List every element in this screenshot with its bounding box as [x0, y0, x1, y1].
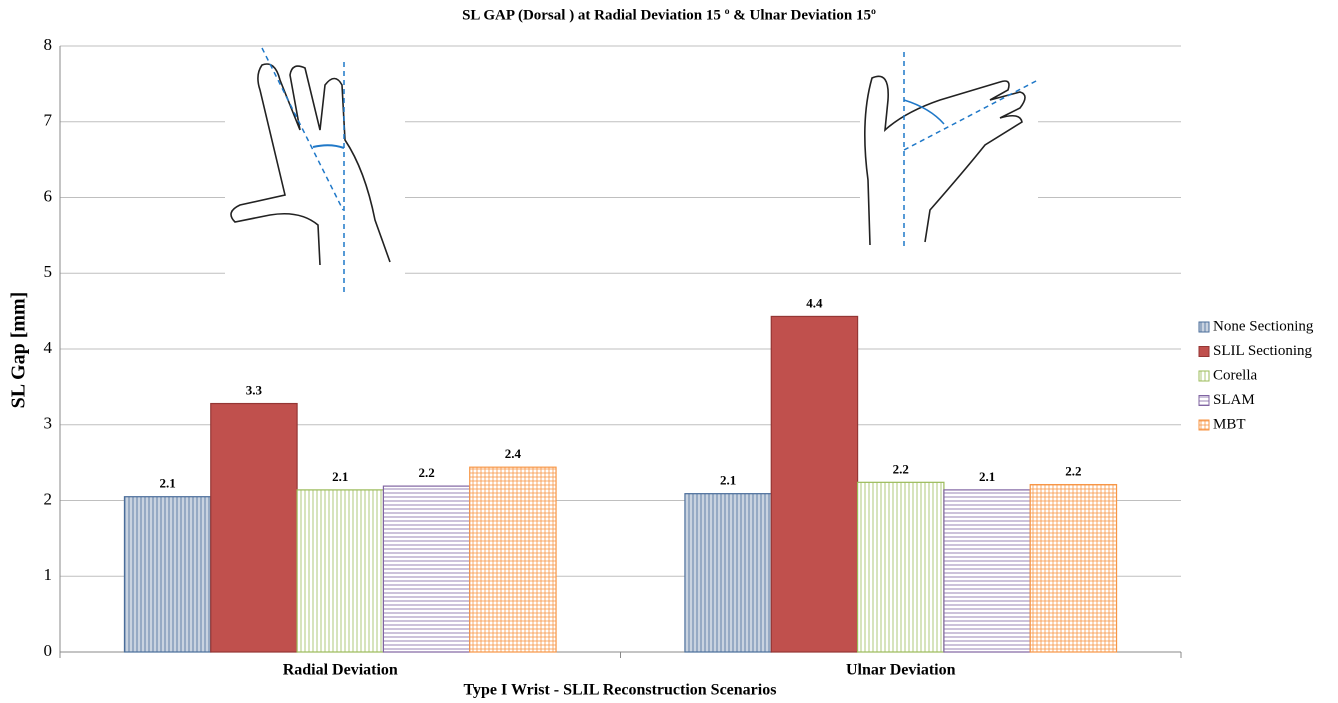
y-axis-label: SL Gap [mm]: [8, 292, 30, 409]
bar: [382, 485, 471, 653]
y-tick-label: 2: [44, 489, 53, 508]
bar: [1029, 483, 1118, 653]
legend-label: Corella: [1213, 367, 1257, 383]
hand-illustration-right: [860, 50, 1039, 250]
y-tick-label: 8: [44, 35, 53, 54]
legend-swatch: [1198, 321, 1210, 333]
x-tick-label: Radial Deviation: [283, 662, 398, 679]
x-axis-label: Type I Wrist - SLIL Reconstruction Scena…: [464, 682, 777, 699]
value-label: 2.2: [1065, 464, 1081, 479]
legend-label: SLAM: [1213, 392, 1255, 408]
x-tick-label: Ulnar Deviation: [846, 662, 956, 679]
y-tick-label: 7: [44, 111, 53, 130]
value-label: 2.2: [893, 461, 909, 476]
legend-swatch: [1198, 346, 1210, 357]
value-label: 2.1: [332, 469, 348, 484]
y-tick-label: 0: [44, 641, 53, 660]
hand-illustration-left: [225, 47, 405, 295]
bar: [856, 481, 945, 653]
bar: [210, 402, 298, 653]
y-tick-label: 3: [44, 414, 53, 433]
value-label: 3.3: [246, 383, 263, 398]
y-tick-label: 6: [44, 186, 53, 205]
value-label: 2.1: [720, 473, 736, 488]
y-tick-label: 4: [44, 338, 53, 357]
legend-swatch: [1198, 419, 1210, 431]
bar: [296, 489, 385, 653]
y-tick-label: 5: [44, 262, 53, 281]
value-label: 2.4: [505, 446, 522, 461]
bar: [684, 493, 772, 653]
bar: [469, 466, 557, 653]
value-label: 2.1: [159, 476, 175, 491]
chart-title: SL GAP (Dorsal ) at Radial Deviation 15 …: [462, 7, 876, 23]
value-label: 4.4: [806, 295, 823, 310]
legend-label: MBT: [1213, 416, 1246, 432]
value-label: 2.1: [979, 469, 995, 484]
bar: [770, 315, 859, 653]
y-tick-label: 1: [44, 565, 53, 584]
bar: [943, 489, 1031, 653]
value-label: 2.2: [418, 465, 434, 480]
legend-swatch: [1198, 395, 1210, 406]
legend-label: None Sectioning: [1213, 318, 1314, 334]
legend-swatch: [1198, 370, 1210, 382]
bar: [123, 496, 212, 653]
legend-label: SLIL Sectioning: [1213, 343, 1313, 359]
